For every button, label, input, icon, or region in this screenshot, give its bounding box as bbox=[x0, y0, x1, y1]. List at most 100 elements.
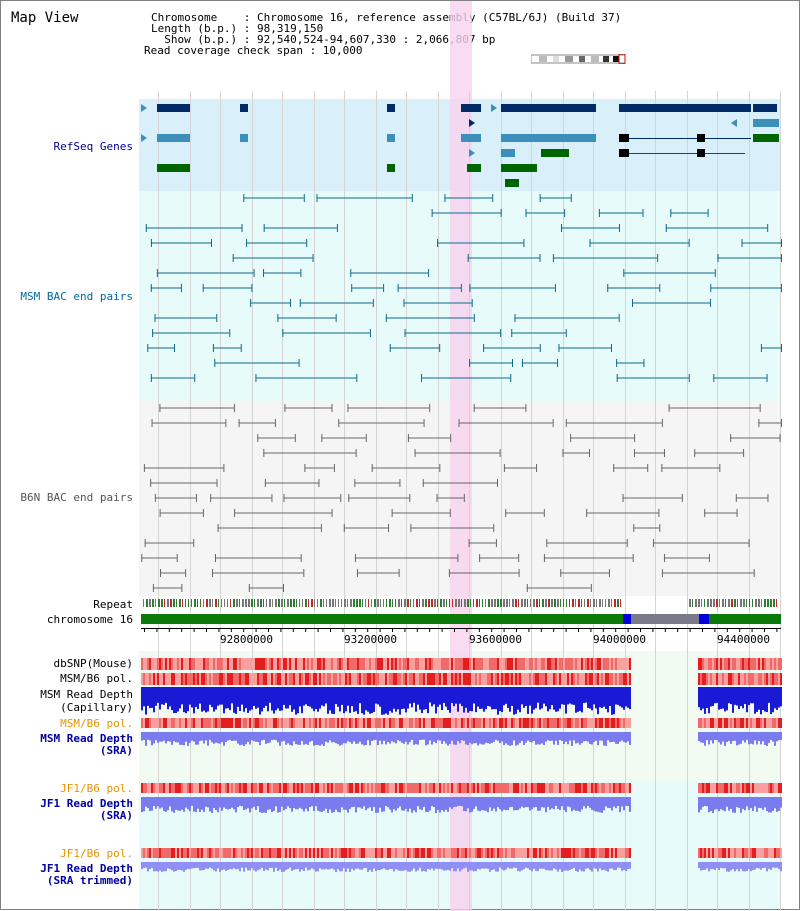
bac-end bbox=[216, 314, 218, 322]
polymorphism-cell bbox=[241, 718, 243, 728]
read-depth-bar bbox=[555, 797, 557, 806]
read-depth-bar bbox=[385, 687, 387, 714]
repeat-mark bbox=[572, 599, 574, 607]
polymorphism-cell bbox=[301, 673, 303, 685]
polymorphism-cell bbox=[762, 783, 764, 793]
polymorphism-cell bbox=[489, 848, 491, 858]
read-depth-bar bbox=[167, 732, 169, 742]
polymorphism-cell bbox=[475, 673, 477, 685]
polymorphism-cell bbox=[710, 673, 712, 685]
bac-end bbox=[657, 254, 659, 262]
read-depth-bar bbox=[579, 797, 581, 812]
read-depth-bar bbox=[467, 687, 469, 713]
polymorphism-cell bbox=[467, 718, 469, 728]
read-depth-bar bbox=[417, 732, 419, 745]
bac-end bbox=[356, 374, 358, 382]
read-depth-bar bbox=[758, 732, 760, 742]
repeat-mark bbox=[275, 599, 277, 607]
b6n-bac-label[interactable]: B6N BAC end pairs bbox=[20, 491, 133, 504]
repeat-mark bbox=[482, 599, 483, 607]
bac-end bbox=[181, 584, 183, 592]
read-depth-bar bbox=[265, 687, 267, 706]
polymorphism-cell bbox=[269, 848, 271, 858]
read-depth-bar bbox=[383, 687, 385, 715]
read-depth-bar bbox=[269, 862, 271, 869]
read-depth-bar bbox=[215, 862, 217, 872]
polymorphism-cell bbox=[728, 673, 730, 685]
polymorphism-cell bbox=[191, 718, 193, 728]
read-depth-bar bbox=[241, 732, 243, 745]
read-depth-bar bbox=[339, 862, 341, 872]
polymorphism-cell bbox=[535, 848, 537, 858]
polymorphism-cell bbox=[155, 848, 157, 858]
read-depth-bar bbox=[710, 797, 712, 812]
read-depth-bar bbox=[467, 732, 469, 746]
gene-feature bbox=[157, 164, 190, 172]
chromosome-ideogram[interactable] bbox=[531, 54, 627, 64]
read-depth-bar bbox=[483, 797, 485, 811]
read-depth-bar bbox=[479, 862, 481, 870]
polymorphism-cell bbox=[341, 658, 343, 670]
read-depth-bar bbox=[730, 797, 732, 809]
read-depth-bar bbox=[555, 862, 557, 870]
polymorphism-cell bbox=[147, 673, 149, 685]
read-depth-bar bbox=[331, 862, 333, 869]
read-depth-bar bbox=[561, 797, 563, 807]
polymorphism-cell bbox=[209, 718, 211, 728]
read-depth-bar bbox=[573, 732, 575, 741]
read-depth-bar bbox=[255, 797, 257, 810]
read-depth-bar bbox=[329, 732, 331, 741]
polymorphism-cell bbox=[483, 848, 485, 858]
bac-end bbox=[411, 194, 413, 202]
read-depth-bar bbox=[475, 732, 477, 744]
polymorphism-cell bbox=[391, 658, 393, 670]
read-depth-bar bbox=[774, 687, 776, 709]
repeat-mark bbox=[362, 599, 363, 607]
read-depth-bar bbox=[251, 732, 253, 741]
repeat-mark bbox=[194, 599, 196, 607]
read-depth-bar bbox=[377, 732, 379, 746]
read-depth-bar bbox=[704, 797, 706, 806]
bac-end bbox=[681, 494, 683, 502]
polymorphism-cell bbox=[331, 673, 333, 685]
polymorphism-cell bbox=[776, 783, 778, 793]
polymorphism-cell bbox=[195, 783, 197, 793]
bac-end bbox=[150, 374, 152, 382]
read-depth-bar bbox=[575, 732, 577, 744]
read-depth-bar bbox=[748, 862, 750, 870]
repeat-mark bbox=[176, 599, 177, 607]
bac-end bbox=[150, 239, 152, 247]
read-depth-bar bbox=[317, 687, 319, 712]
read-depth-bar bbox=[157, 797, 159, 807]
bac-end bbox=[607, 284, 609, 292]
read-depth-bar bbox=[768, 687, 770, 703]
repeat-mark bbox=[395, 599, 396, 607]
read-depth-bar bbox=[261, 732, 263, 741]
polymorphism-cell bbox=[573, 658, 575, 670]
read-depth-bar bbox=[613, 732, 615, 742]
polymorphism-cell bbox=[579, 658, 581, 670]
polymorphism-cell bbox=[435, 783, 437, 793]
polymorphism-cell bbox=[513, 673, 515, 685]
polymorphism-cell bbox=[267, 673, 269, 685]
polymorphism-cell bbox=[411, 783, 413, 793]
read-depth-bar bbox=[429, 797, 431, 811]
repeat-mark bbox=[575, 599, 576, 607]
read-depth-bar bbox=[273, 862, 275, 872]
polymorphism-cell bbox=[702, 848, 704, 858]
refseq-genes-label[interactable]: RefSeq Genes bbox=[53, 140, 133, 153]
polymorphism-cell bbox=[303, 658, 305, 670]
polymorphism-cell bbox=[223, 658, 225, 670]
polymorphism-cell bbox=[359, 658, 361, 670]
bac-end bbox=[271, 494, 273, 502]
polymorphism-cell bbox=[704, 783, 706, 793]
polymorphism-cell bbox=[401, 718, 403, 728]
polymorphism-cell bbox=[601, 673, 603, 685]
bac-end bbox=[246, 239, 248, 247]
polymorphism-cell bbox=[774, 718, 776, 728]
msm-depth-sra-label-1: MSM Read Depth bbox=[40, 732, 133, 745]
msm-bac-label[interactable]: MSM BAC end pairs bbox=[20, 290, 133, 303]
polymorphism-cell bbox=[399, 848, 401, 858]
polymorphism-cell bbox=[445, 783, 447, 793]
